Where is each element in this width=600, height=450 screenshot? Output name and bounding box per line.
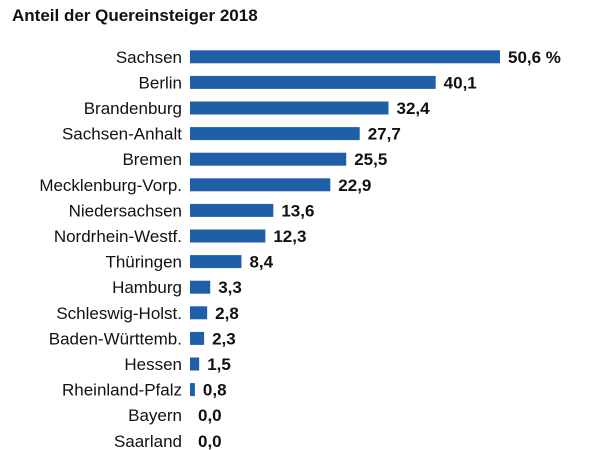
category-label: Baden-Württemb. [49, 329, 182, 348]
bar [190, 152, 347, 166]
category-label: Hamburg [112, 278, 182, 297]
value-label: 3,3 [218, 278, 242, 297]
category-label: Mecklenburg-Vorp. [39, 176, 182, 195]
value-label: 50,6 % [508, 48, 561, 67]
value-label: 0,8 [203, 381, 227, 400]
bar [190, 229, 266, 243]
value-label: 12,3 [273, 227, 306, 246]
value-label: 2,8 [215, 304, 239, 323]
bar [190, 280, 211, 294]
bar [190, 383, 195, 397]
category-label: Saarland [114, 432, 182, 450]
bar [190, 178, 331, 192]
value-label: 0,0 [198, 406, 222, 425]
bar [190, 50, 500, 64]
value-label: 2,3 [212, 329, 236, 348]
category-label: Hessen [124, 355, 182, 374]
category-label: Nordrhein-Westf. [54, 227, 182, 246]
category-label: Bayern [128, 406, 182, 425]
value-label: 27,7 [368, 125, 401, 144]
value-label: 13,6 [281, 201, 314, 220]
value-label: 1,5 [207, 355, 231, 374]
category-label: Schleswig-Holst. [56, 304, 182, 323]
bar [190, 75, 436, 89]
value-label: 40,1 [444, 73, 477, 92]
category-label: Sachsen-Anhalt [62, 125, 182, 144]
category-label: Thüringen [105, 253, 182, 272]
category-label: Rheinland-Pfalz [62, 381, 182, 400]
category-label: Berlin [139, 73, 182, 92]
bar [190, 357, 200, 371]
category-label: Sachsen [116, 48, 182, 67]
bar [190, 306, 208, 320]
value-label: 0,0 [198, 432, 222, 450]
value-label: 8,4 [249, 253, 273, 272]
value-label: 32,4 [396, 99, 430, 118]
bar [190, 203, 274, 217]
bar [190, 101, 389, 115]
bar [190, 127, 360, 141]
bar [190, 255, 242, 269]
category-label: Brandenburg [84, 99, 182, 118]
chart-title: Anteil der Quereinsteiger 2018 [12, 6, 258, 25]
value-label: 25,5 [354, 150, 387, 169]
value-label: 22,9 [338, 176, 371, 195]
category-label: Bremen [122, 150, 182, 169]
category-label: Niedersachsen [69, 201, 182, 220]
bar [190, 331, 205, 345]
